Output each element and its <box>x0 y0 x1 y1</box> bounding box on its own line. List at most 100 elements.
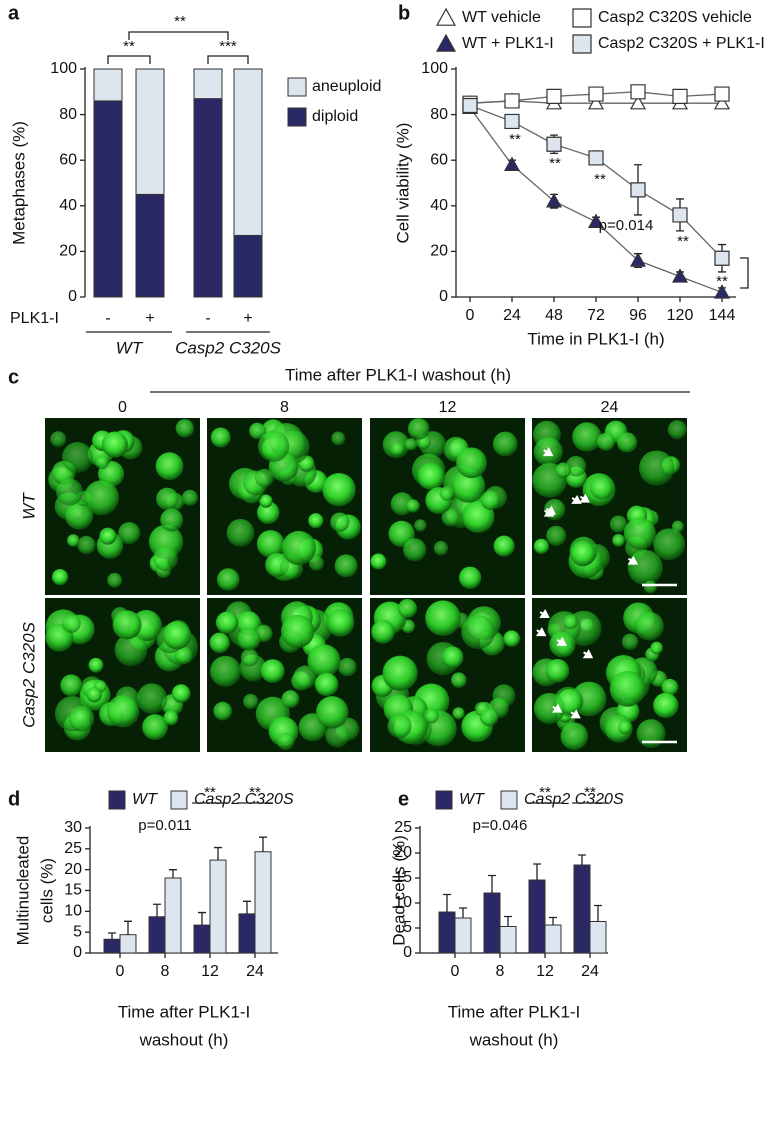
arrow <box>579 493 591 503</box>
column-label: 8 <box>280 399 289 416</box>
nucleus <box>293 665 317 689</box>
data-point <box>672 88 688 104</box>
legend-label: Casp2 C320S <box>524 791 624 808</box>
legend-label: aneuploid <box>312 78 381 95</box>
micrograph <box>45 598 200 752</box>
nucleus <box>249 422 266 440</box>
x-tick-label: 12 <box>201 963 219 980</box>
nucleus <box>458 566 482 589</box>
bar <box>209 859 227 954</box>
nucleus <box>425 600 461 636</box>
x-tick-label: + <box>243 310 252 327</box>
nucleus <box>171 684 191 703</box>
bar-segment <box>93 68 123 102</box>
x-axis-label: washout (h) <box>139 1030 229 1049</box>
y-tick-label: 5 <box>403 919 412 936</box>
legend-swatch <box>170 790 188 810</box>
nucleus <box>456 447 487 479</box>
nucleus <box>95 455 109 470</box>
y-tick-label: 80 <box>59 106 77 123</box>
nucleus <box>371 620 395 644</box>
nucleus <box>240 648 259 667</box>
nucleus <box>281 530 316 566</box>
nucleus <box>643 580 657 594</box>
legend-swatch <box>287 77 307 97</box>
data-point <box>630 84 646 100</box>
bar <box>103 938 121 954</box>
data-point <box>713 94 731 110</box>
nucleus <box>493 535 515 557</box>
nucleus <box>545 658 570 683</box>
nucleus <box>174 646 193 665</box>
legend-swatch <box>435 790 453 810</box>
data-point <box>546 88 562 104</box>
nucleus <box>609 670 646 707</box>
bar <box>148 916 166 954</box>
legend-label: diploid <box>312 108 358 125</box>
nucleus <box>546 525 567 546</box>
nucleus <box>650 641 663 655</box>
nucleus <box>68 705 95 732</box>
y-tick-label: 30 <box>64 819 82 836</box>
y-axis-label: Cell viability (%) <box>393 123 412 244</box>
nucleus <box>162 621 192 650</box>
nucleus <box>308 513 324 529</box>
x-tick-label: - <box>205 310 210 327</box>
data-point <box>587 213 605 228</box>
y-tick-label: 100 <box>421 60 448 77</box>
nucleus <box>653 528 686 561</box>
bar <box>573 864 591 954</box>
nucleus <box>562 614 578 630</box>
group-label: Casp2 C320S <box>175 338 282 357</box>
annotation: ** <box>249 784 261 801</box>
micrograph <box>207 418 362 595</box>
nucleus <box>66 534 80 547</box>
x-tick-label: 48 <box>545 307 563 324</box>
x-tick-label: 0 <box>116 963 125 980</box>
nucleus <box>439 486 455 501</box>
nucleus <box>142 714 168 740</box>
nucleus <box>156 487 179 511</box>
nucleus <box>636 719 666 749</box>
y-tick-label: 0 <box>439 288 448 305</box>
y-tick-label: 10 <box>64 903 82 920</box>
bar-segment <box>93 100 123 298</box>
nucleus <box>441 646 464 669</box>
nucleus <box>451 672 467 688</box>
nucleus <box>612 533 625 547</box>
bar-segment <box>233 68 263 236</box>
x-tick-label: + <box>145 310 154 327</box>
nucleus <box>553 686 584 717</box>
legend-marker <box>572 8 592 28</box>
data-point <box>588 86 604 102</box>
legend-label: WT <box>132 791 158 808</box>
y-axis-label: Metaphases (%) <box>9 121 28 245</box>
arrow <box>627 555 639 565</box>
nucleus <box>618 720 632 735</box>
nucleus <box>616 432 638 453</box>
nucleus <box>84 480 119 516</box>
nucleus <box>61 613 81 633</box>
arrow <box>535 627 547 637</box>
nucleus <box>308 555 325 571</box>
annotation: ** <box>584 784 596 801</box>
legend-swatch <box>500 790 518 810</box>
data-point <box>713 284 731 299</box>
micrograph <box>532 598 687 752</box>
bar <box>528 879 546 954</box>
panel-label: c <box>8 366 19 388</box>
arrow <box>543 507 555 517</box>
annotation: ** <box>509 131 521 148</box>
nucleus <box>555 462 571 479</box>
micrograph <box>45 418 200 595</box>
column-label: 12 <box>439 399 457 416</box>
nucleus <box>609 515 628 533</box>
x-tick-label: 24 <box>581 963 599 980</box>
x-tick-label: 144 <box>709 307 736 324</box>
nucleus <box>213 701 233 721</box>
significance-bracket <box>207 55 249 64</box>
nucleus <box>331 431 346 446</box>
legend-marker <box>572 34 592 54</box>
legend-label: Casp2 C320S vehicle <box>598 9 752 26</box>
nucleus <box>382 655 418 691</box>
